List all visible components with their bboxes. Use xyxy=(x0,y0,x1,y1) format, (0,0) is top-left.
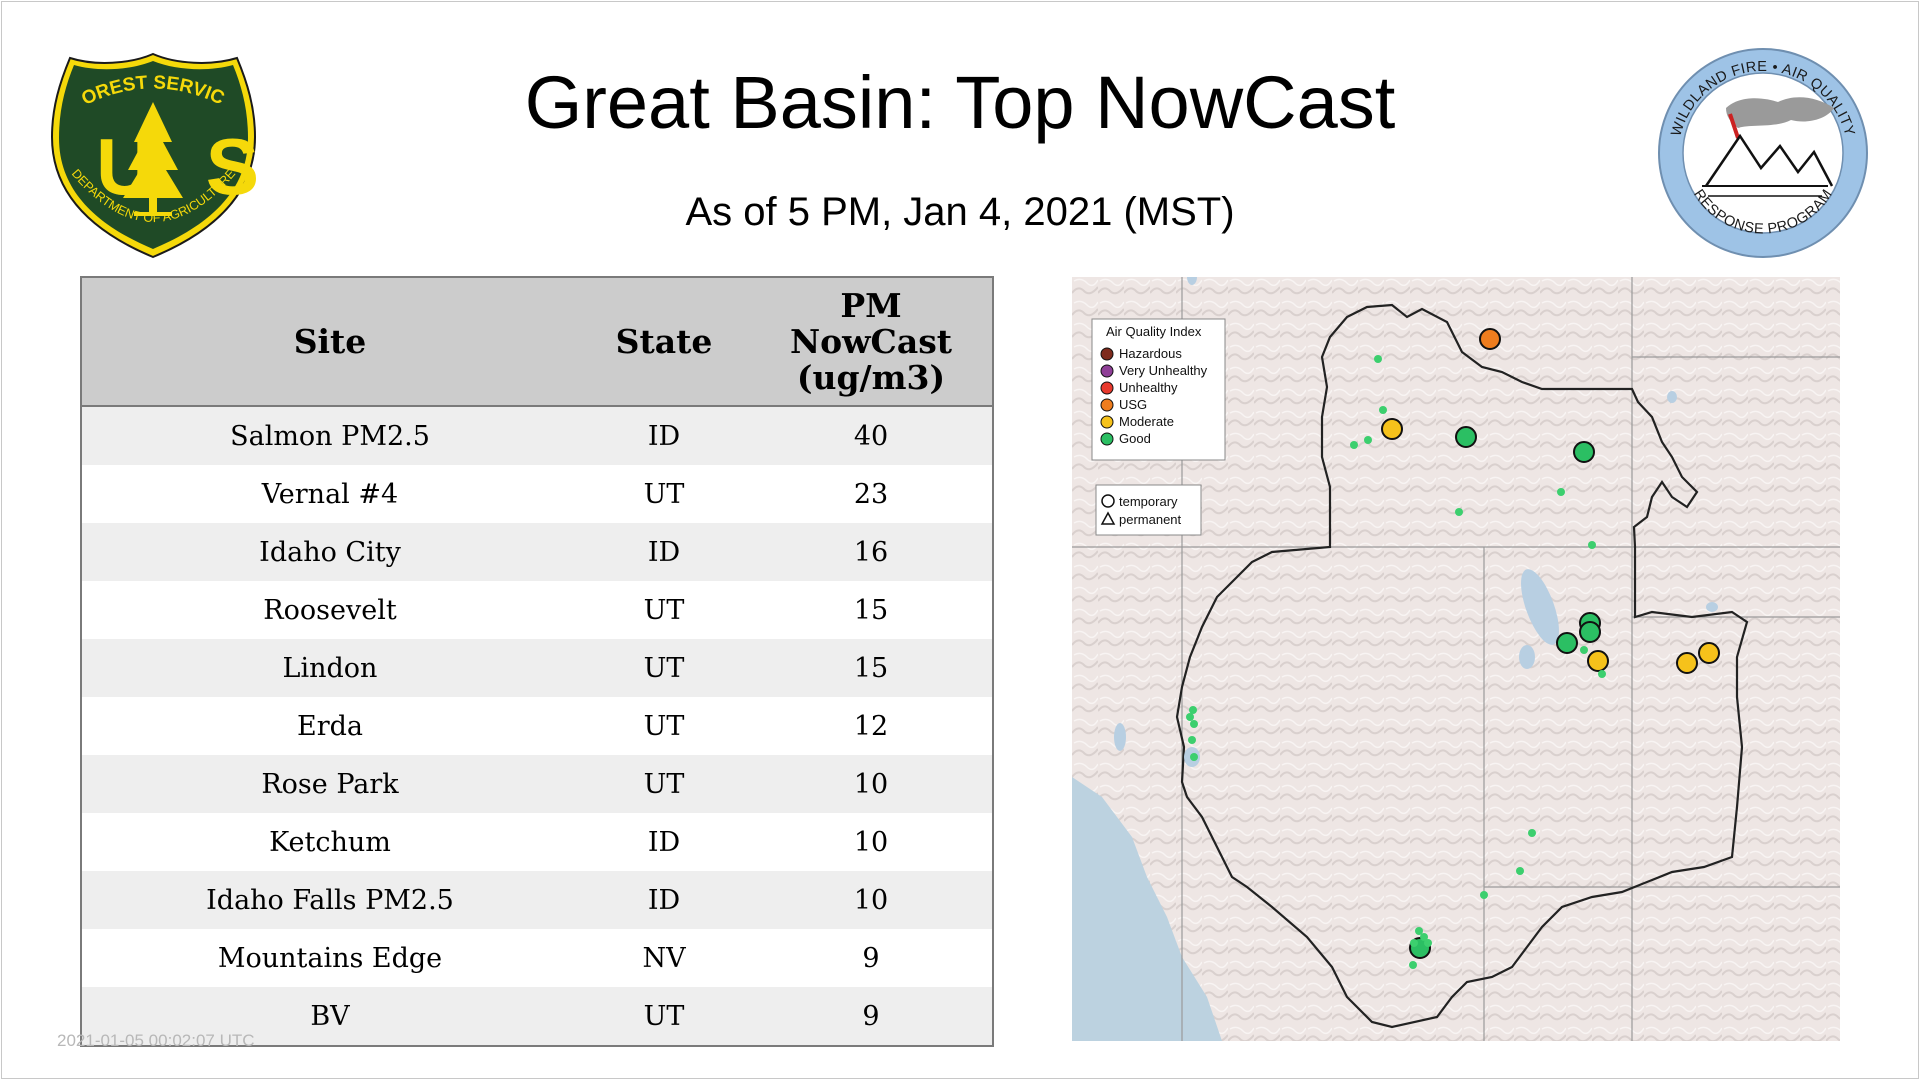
table-row: Vernal #4 UT 23 xyxy=(82,465,992,523)
state-cell: UT xyxy=(578,581,750,639)
state-cell: UT xyxy=(578,465,750,523)
site-marker-vernal xyxy=(1698,642,1720,664)
header-site: Site xyxy=(82,278,578,407)
legend-title: Air Quality Index xyxy=(1106,324,1202,339)
water-bodies xyxy=(1114,277,1718,767)
site-marker-salmon xyxy=(1479,328,1501,350)
value-cell: 16 xyxy=(750,523,992,581)
state-cell: UT xyxy=(578,987,750,1045)
mountains-smoke-icon xyxy=(1702,97,1834,197)
state-cell: UT xyxy=(578,639,750,697)
table-row: Idaho Falls PM2.5 ID 10 xyxy=(82,871,992,929)
site-marker-idaho-city xyxy=(1381,418,1403,440)
site-cell: Lindon xyxy=(82,639,578,697)
legend-usg: USG xyxy=(1119,397,1147,412)
table-row: Idaho City ID 16 xyxy=(82,523,992,581)
table-row: Rose Park UT 10 xyxy=(82,755,992,813)
great-basin-boundary xyxy=(1175,303,1749,1029)
site-marker-erda xyxy=(1556,632,1578,654)
legend-temporary: temporary xyxy=(1119,494,1178,509)
table-row: Salmon PM2.5 ID 40 xyxy=(82,406,992,465)
legend-moderate: Moderate xyxy=(1119,414,1174,429)
site-cell: Mountains Edge xyxy=(82,929,578,987)
site-cell: Idaho Falls PM2.5 xyxy=(82,871,578,929)
site-marker-lindon xyxy=(1587,650,1609,672)
air-quality-map: Air Quality Index Hazardous Very Unhealt… xyxy=(1072,277,1840,1041)
site-markers xyxy=(1381,328,1720,959)
table-row: Ketchum ID 10 xyxy=(82,813,992,871)
ocean-area xyxy=(1072,777,1222,1041)
site-cell: Rose Park xyxy=(82,755,578,813)
site-marker-rose-park xyxy=(1579,621,1601,643)
triangle-shape-icon xyxy=(1100,511,1116,525)
site-cell: Erda xyxy=(82,697,578,755)
header-pm-line2: NowCast xyxy=(789,321,953,361)
state-cell: ID xyxy=(578,523,750,581)
value-cell: 12 xyxy=(750,697,992,755)
timestamp: 2021-01-05 00:02:07 UTC xyxy=(57,1031,255,1050)
nowcast-table: Site State PM NowCast (ug/m3) Salmon PM2… xyxy=(80,276,994,1047)
state-cell: ID xyxy=(578,871,750,929)
site-cell: Idaho City xyxy=(82,523,578,581)
state-cell: UT xyxy=(578,697,750,755)
table-row: BV UT 9 xyxy=(82,987,992,1045)
wildland-fire-logo: WILDLAND FIRE • AIR QUALITY RESPONSE PRO… xyxy=(1656,46,1871,261)
forest-service-logo: FOREST SERVICE US DEPARTMENT OF AGRICULT… xyxy=(44,36,259,259)
value-cell: 15 xyxy=(750,639,992,697)
value-cell: 10 xyxy=(750,871,992,929)
table-header-row: Site State PM NowCast (ug/m3) xyxy=(82,278,992,407)
header-pm-nowcast: PM NowCast (ug/m3) xyxy=(750,278,992,407)
circle-shape-icon xyxy=(1101,494,1115,508)
value-cell: 40 xyxy=(750,406,992,465)
value-cell: 23 xyxy=(750,465,992,523)
small-sensor-dots xyxy=(1186,355,1606,969)
site-cell: Vernal #4 xyxy=(82,465,578,523)
state-cell: ID xyxy=(578,406,750,465)
value-cell: 10 xyxy=(750,755,992,813)
state-cell: ID xyxy=(578,813,750,871)
page-title: Great Basin: Top NowCast xyxy=(524,61,1396,144)
legend-permanent: permanent xyxy=(1119,512,1182,527)
legend-very-unhealthy: Very Unhealthy xyxy=(1119,363,1208,378)
table-row: Lindon UT 15 xyxy=(82,639,992,697)
value-cell: 10 xyxy=(750,813,992,871)
state-cell: NV xyxy=(578,929,750,987)
table-row: Erda UT 12 xyxy=(82,697,992,755)
page-subtitle: As of 5 PM, Jan 4, 2021 (MST) xyxy=(685,190,1235,234)
header-pm-line1: PM xyxy=(840,285,902,325)
site-marker xyxy=(1455,426,1477,448)
table-row: Mountains Edge NV 9 xyxy=(82,929,992,987)
pine-tree-icon xyxy=(123,102,183,216)
legend-good: Good xyxy=(1119,431,1151,446)
site-marker-roosevelt xyxy=(1676,652,1698,674)
value-cell: 9 xyxy=(750,987,992,1045)
site-cell: Ketchum xyxy=(82,813,578,871)
table-row: Roosevelt UT 15 xyxy=(82,581,992,639)
state-cell: UT xyxy=(578,755,750,813)
header-pm-line3: (ug/m3) xyxy=(796,357,946,397)
site-cell: Salmon PM2.5 xyxy=(82,406,578,465)
aqi-legend: Air Quality Index Hazardous Very Unhealt… xyxy=(1091,318,1226,461)
legend-unhealthy: Unhealthy xyxy=(1119,380,1178,395)
site-marker-idaho-falls xyxy=(1573,441,1595,463)
legend-hazardous: Hazardous xyxy=(1119,346,1182,361)
value-cell: 9 xyxy=(750,929,992,987)
site-cell: Roosevelt xyxy=(82,581,578,639)
header-state: State xyxy=(578,278,750,407)
shape-legend: temporary permanent xyxy=(1095,484,1202,536)
value-cell: 15 xyxy=(750,581,992,639)
site-cell: BV xyxy=(82,987,578,1045)
